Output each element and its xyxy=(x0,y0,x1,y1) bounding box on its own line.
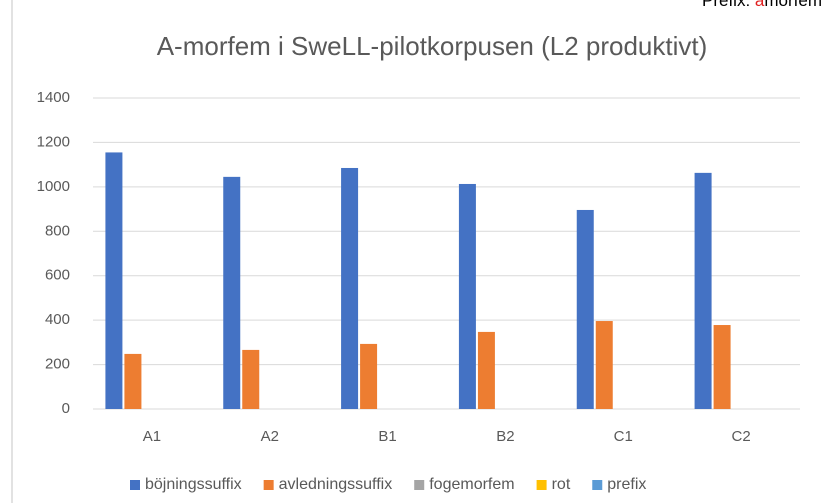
x-tick-label: A1 xyxy=(143,428,161,445)
annotation-part: a xyxy=(755,0,765,10)
legend-label: fogemorfem xyxy=(429,476,514,493)
legend-label: rot xyxy=(552,476,571,493)
legend-swatch xyxy=(414,480,425,490)
y-tick-label: 0 xyxy=(62,400,70,417)
bar xyxy=(694,172,712,409)
legend-label: prefix xyxy=(607,476,646,493)
y-tick-label: 800 xyxy=(45,222,70,239)
bar xyxy=(477,331,495,409)
bar xyxy=(242,349,260,409)
y-tick-label: 200 xyxy=(45,356,70,373)
x-tick-label: C1 xyxy=(614,428,633,445)
y-tick-label: 400 xyxy=(45,311,70,328)
bar xyxy=(360,343,378,409)
annotation-part: Prefix: xyxy=(702,0,755,10)
bar xyxy=(223,176,241,409)
y-tick-label: 1400 xyxy=(37,89,70,106)
bar xyxy=(713,325,731,409)
legend-swatch xyxy=(592,480,603,490)
annotation: Prefix: amorfem xyxy=(702,0,822,10)
legend-label: avledningssuffix xyxy=(279,476,393,493)
bar xyxy=(341,167,359,409)
x-tick-label: B1 xyxy=(378,428,396,445)
x-tick-label: C2 xyxy=(731,428,750,445)
legend-swatch xyxy=(130,480,140,490)
bar xyxy=(458,183,476,409)
y-tick-label: 600 xyxy=(45,267,70,284)
bar xyxy=(124,353,142,409)
chart-title: A-morfem i SweLL-pilotkorpusen (L2 produ… xyxy=(157,31,708,61)
bar xyxy=(105,152,123,410)
legend-swatch xyxy=(263,480,274,490)
legend-swatch xyxy=(536,480,547,490)
bar xyxy=(595,321,613,409)
x-tick-label: A2 xyxy=(261,428,279,445)
y-tick-label: 1200 xyxy=(37,133,70,150)
legend-label: böjningssuffix xyxy=(145,476,242,493)
y-tick-label: 1000 xyxy=(37,178,70,195)
bar xyxy=(576,209,594,409)
x-tick-label: B2 xyxy=(496,428,514,445)
annotation-part: morfem xyxy=(764,0,822,10)
